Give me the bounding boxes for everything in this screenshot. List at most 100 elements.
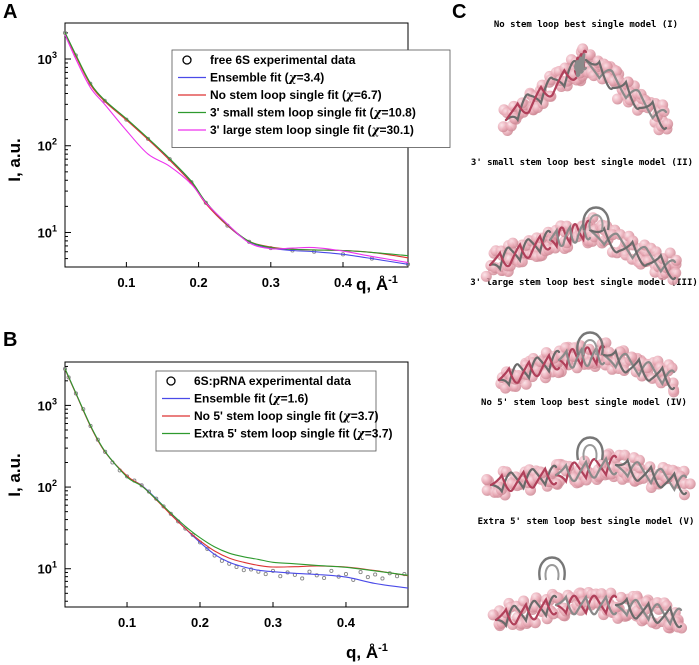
envelope-bead <box>595 588 607 600</box>
envelope-bead <box>497 121 509 133</box>
envelope-bead <box>662 118 674 130</box>
x-axis-label-a: q, Å-1 <box>356 274 398 294</box>
rna-ribbon <box>488 233 552 268</box>
envelope-bead <box>584 49 596 61</box>
stem-loop <box>576 331 604 356</box>
experimental-point <box>300 576 305 581</box>
model-image-3 <box>495 331 680 398</box>
rna-ribbon <box>504 59 578 123</box>
envelope-bead <box>487 609 499 621</box>
experimental-point <box>322 575 327 581</box>
y-axis-label-b: I, a.u. <box>5 453 24 496</box>
legend-label-3: Extra 5' stem loop single fit (χ=3.7) <box>194 427 392 441</box>
y-tick-label: 101 <box>38 560 57 577</box>
fit-line-4 <box>64 34 409 264</box>
y-tick-label: 102 <box>38 478 57 495</box>
axes-ticks-b: 0.1 0.2 0.3 0.4 101 102 103 <box>38 365 356 630</box>
model-image-5 <box>487 556 688 634</box>
x-tick-label: 0.2 <box>191 615 209 630</box>
rna-ribbon <box>614 457 688 496</box>
envelope-bead <box>670 254 682 266</box>
rna-ribbon <box>602 352 676 387</box>
rna-ribbon <box>614 461 688 492</box>
y-tick-label: 103 <box>38 50 57 67</box>
envelope-bead <box>684 478 696 490</box>
rna-ribbon <box>489 466 558 493</box>
experimental-point <box>329 568 334 573</box>
legend-box <box>171 49 451 148</box>
panel-a: A I, a.u. q, Å-1 0.1 0.2 0.3 0.4 101 102 103 f… <box>3 1 451 294</box>
model-title-3: 3' large stem loop best single model (II… <box>470 277 698 288</box>
x-axis-label-b: q, Å-1 <box>346 642 388 662</box>
rna-ribbon <box>504 68 578 122</box>
rna-ribbon <box>494 594 558 629</box>
rna-ribbon <box>614 598 683 627</box>
experimental-point <box>365 575 370 580</box>
rna-ribbon <box>494 596 558 626</box>
x-tick-label: 0.1 <box>117 275 135 290</box>
model-title-2: 3' small stem loop best single model (II… <box>471 157 693 168</box>
experimental-point <box>395 574 400 579</box>
envelope-bead <box>481 474 493 486</box>
legend-label-1: Ensemble fit (χ=3.4) <box>210 71 324 85</box>
experimental-point <box>373 572 378 577</box>
envelope-bead <box>619 449 631 461</box>
stem-loop-inner <box>544 564 560 581</box>
y-axis-label-a: I, a.u. <box>5 138 24 181</box>
experimental-point <box>124 474 130 479</box>
experimental-point <box>205 546 210 551</box>
rna-ribbon <box>548 219 592 250</box>
rna-ribbon <box>584 58 668 131</box>
experimental-point <box>146 489 151 494</box>
model-image-2 <box>480 206 682 286</box>
rna-ribbon <box>554 456 618 483</box>
experimental-point <box>102 98 107 103</box>
experimental-point <box>234 564 239 570</box>
panel-letter-a: A <box>3 1 17 23</box>
y-tick-label: 101 <box>38 223 57 240</box>
rna-ribbon <box>588 226 677 281</box>
experimental-point <box>161 504 166 509</box>
envelope-bead <box>676 622 688 634</box>
rna-ribbon <box>574 53 588 78</box>
legend-marker-experimental <box>166 376 176 386</box>
panel-letter-c: C <box>452 1 466 23</box>
legend-label-2: No 5' stem loop single fit (χ=3.7) <box>194 409 378 423</box>
experimental-point <box>343 572 349 577</box>
legend-label-3: 3' small stem loop single fit (χ=10.8) <box>210 106 416 120</box>
rna-ribbon <box>584 58 668 120</box>
legend-a: free 6S experimental data Ensemble fit (χ… <box>171 49 451 148</box>
model-title-5: Extra 5' stem loop best single model (V) <box>478 516 695 527</box>
rna-ribbon <box>497 349 561 388</box>
rna-ribbon <box>557 344 606 371</box>
rna-ribbon <box>554 594 618 616</box>
envelope-bead <box>615 591 627 603</box>
x-tick-label: 0.2 <box>190 275 208 290</box>
plot-area-a <box>62 30 411 267</box>
rna-ribbon <box>614 596 683 629</box>
envelope-bead <box>589 231 601 243</box>
stem-loop-inner <box>582 339 598 356</box>
envelope-bead <box>480 270 492 282</box>
experimental-point <box>241 568 246 573</box>
panel-letter-b: B <box>3 329 17 351</box>
rna-ribbon <box>554 454 618 485</box>
x-tick-label: 0.1 <box>118 615 136 630</box>
model-title-4: No 5' stem loop best single model (IV) <box>481 397 687 408</box>
fit-line-3 <box>64 368 409 576</box>
rna-ribbon <box>497 352 561 384</box>
stem-loop <box>576 436 604 461</box>
legend-label-experimental: 6S:pRNA experimental data <box>194 374 351 388</box>
panel-b: B I, a.u. q, Å-1 0.1 0.2 0.3 0.4 101 102 103 6… <box>3 329 409 662</box>
envelope-bead <box>549 242 561 254</box>
y-tick-label: 102 <box>38 137 57 154</box>
model-title-1: No stem loop best single model (I) <box>494 19 678 30</box>
rna-ribbon <box>554 594 618 616</box>
experimental-point <box>307 569 312 574</box>
envelope-bead <box>622 76 634 88</box>
envelope-bead <box>670 267 682 279</box>
y-tick-label: 103 <box>38 396 57 413</box>
stem-loop <box>582 206 610 231</box>
experimental-point <box>145 136 151 141</box>
